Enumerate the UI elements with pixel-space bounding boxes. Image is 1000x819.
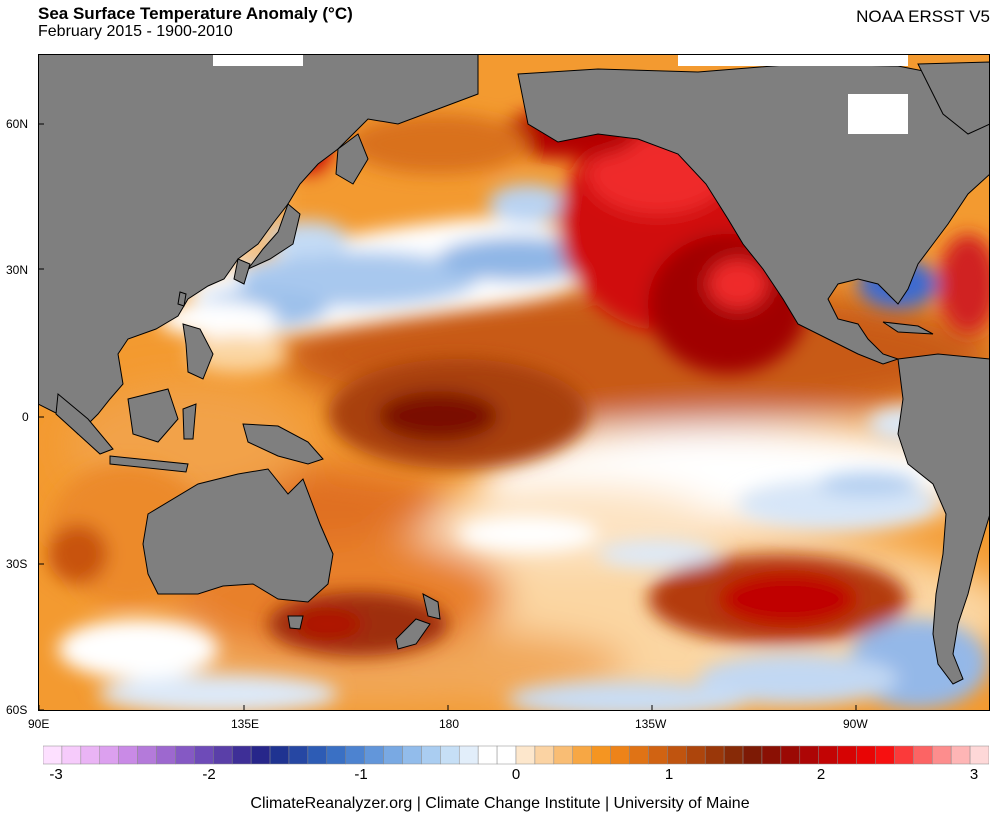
lat-label-60n: 60N: [6, 117, 29, 131]
colorbar-cell: [61, 745, 82, 765]
land-new-zealand-south: [395, 618, 431, 650]
colorbar-tick-1: 1: [664, 766, 674, 783]
colorbar-tick-0: 0: [511, 766, 521, 783]
colorbar-cell: [250, 745, 271, 765]
land-japan: [247, 203, 301, 270]
colorbar-tick-neg2: -2: [202, 766, 216, 783]
colorbar-cell: [99, 745, 119, 765]
colorbar-cell: [213, 745, 233, 765]
colorbar-cell: [383, 745, 403, 765]
colorbar-cell: [723, 745, 744, 765]
lon-label-180: 180: [439, 717, 460, 731]
colorbar-cell: [969, 745, 989, 765]
lon-label-90e: 90E: [28, 717, 50, 731]
colorbar-cell: [591, 745, 611, 765]
colorbar-cell: [572, 745, 592, 765]
colorbar-cell: [818, 745, 838, 765]
colorbar-cell: [515, 745, 536, 765]
colorbar-cell: [175, 745, 195, 765]
land-new-zealand-north: [422, 593, 441, 620]
colorbar-cell: [837, 745, 857, 765]
colorbar-cell: [364, 745, 384, 765]
colorbar-cell: [610, 745, 630, 765]
dataset-label: NOAA ERSST V5: [856, 7, 990, 26]
land-java: [109, 455, 189, 473]
colorbar-cell: [629, 745, 649, 765]
lon-label-135w: 135W: [635, 717, 667, 731]
colorbar-cell: [477, 745, 498, 765]
colorbar-cell: [553, 745, 574, 765]
colorbar-cell: [137, 745, 157, 765]
colorbar-cell: [156, 745, 176, 765]
land-cuba: [882, 321, 934, 335]
land-sumatra: [55, 393, 114, 455]
lat-label-60s: 60S: [6, 703, 28, 717]
colorbar-cell: [458, 745, 479, 765]
land-australia: [142, 468, 334, 603]
sst-anomaly-map: [38, 54, 990, 711]
colorbar-cell: [402, 745, 422, 765]
colorbar-cell: [118, 745, 138, 765]
lon-ticks: [38, 705, 857, 711]
colorbar-cell: [761, 745, 782, 765]
colorbar-cell: [913, 745, 933, 765]
land-north-america: [517, 63, 990, 365]
colorbar-tick-2: 2: [816, 766, 826, 783]
colorbar-cell: [780, 745, 801, 765]
land-tasmania: [287, 615, 304, 630]
colorbar-cell: [80, 745, 101, 765]
colorbar-cell: [43, 745, 63, 765]
colorbar-cell: [345, 745, 365, 765]
colorbar-cell: [269, 745, 290, 765]
chart-subtitle: February 2015 - 1900-2010: [38, 23, 233, 40]
land-asia: [38, 54, 479, 435]
land-new-guinea: [242, 423, 324, 465]
lon-label-135e: 135E: [231, 717, 260, 731]
colorbar-cell: [799, 745, 819, 765]
colorbar-cell: [894, 745, 914, 765]
colorbar: [43, 745, 989, 765]
colorbar-cell: [288, 745, 309, 765]
colorbar-cell: [534, 745, 555, 765]
colorbar-cell: [686, 745, 706, 765]
colorbar-cell: [931, 745, 952, 765]
lat-label-30s: 30S: [6, 557, 28, 571]
colorbar-tick-neg1: -1: [354, 766, 368, 783]
colorbar-cell: [194, 745, 214, 765]
land-borneo: [127, 388, 179, 443]
no-data-areas: [213, 54, 908, 134]
colorbar-cell: [440, 745, 460, 765]
colorbar-tick-neg3: -3: [49, 766, 63, 783]
colorbar-cell: [742, 745, 763, 765]
land-greenland: [917, 61, 990, 135]
colorbar-cell: [648, 745, 668, 765]
land-sulawesi: [182, 403, 197, 440]
lat-label-equator: 0: [22, 410, 29, 424]
colorbar-cell: [421, 745, 441, 765]
colorbar-cell: [326, 745, 346, 765]
land-korea: [233, 258, 251, 285]
land-taiwan: [177, 291, 187, 307]
map-canvas: [38, 54, 990, 711]
lat-label-30n: 30N: [6, 263, 29, 277]
colorbar-cell: [875, 745, 895, 765]
colorbar-cell: [704, 745, 725, 765]
colorbar-cell: [307, 745, 328, 765]
colorbar-cell: [856, 745, 876, 765]
colorbar-tick-3: 3: [969, 766, 979, 783]
chart-title: Sea Surface Temperature Anomaly (°C): [38, 4, 353, 23]
land-kamchatka: [335, 133, 369, 185]
colorbar-cell: [667, 745, 687, 765]
colorbar-cell: [950, 745, 971, 765]
land-south-america: [897, 353, 990, 685]
lon-label-90w: 90W: [843, 717, 868, 731]
land-philippines: [182, 323, 214, 380]
footer-credit: ClimateReanalyzer.org | Climate Change I…: [250, 795, 750, 812]
map-frame-border: [38, 54, 990, 711]
land-masses: [38, 54, 990, 685]
colorbar-cell: [231, 745, 252, 765]
colorbar-cell: [496, 745, 517, 765]
